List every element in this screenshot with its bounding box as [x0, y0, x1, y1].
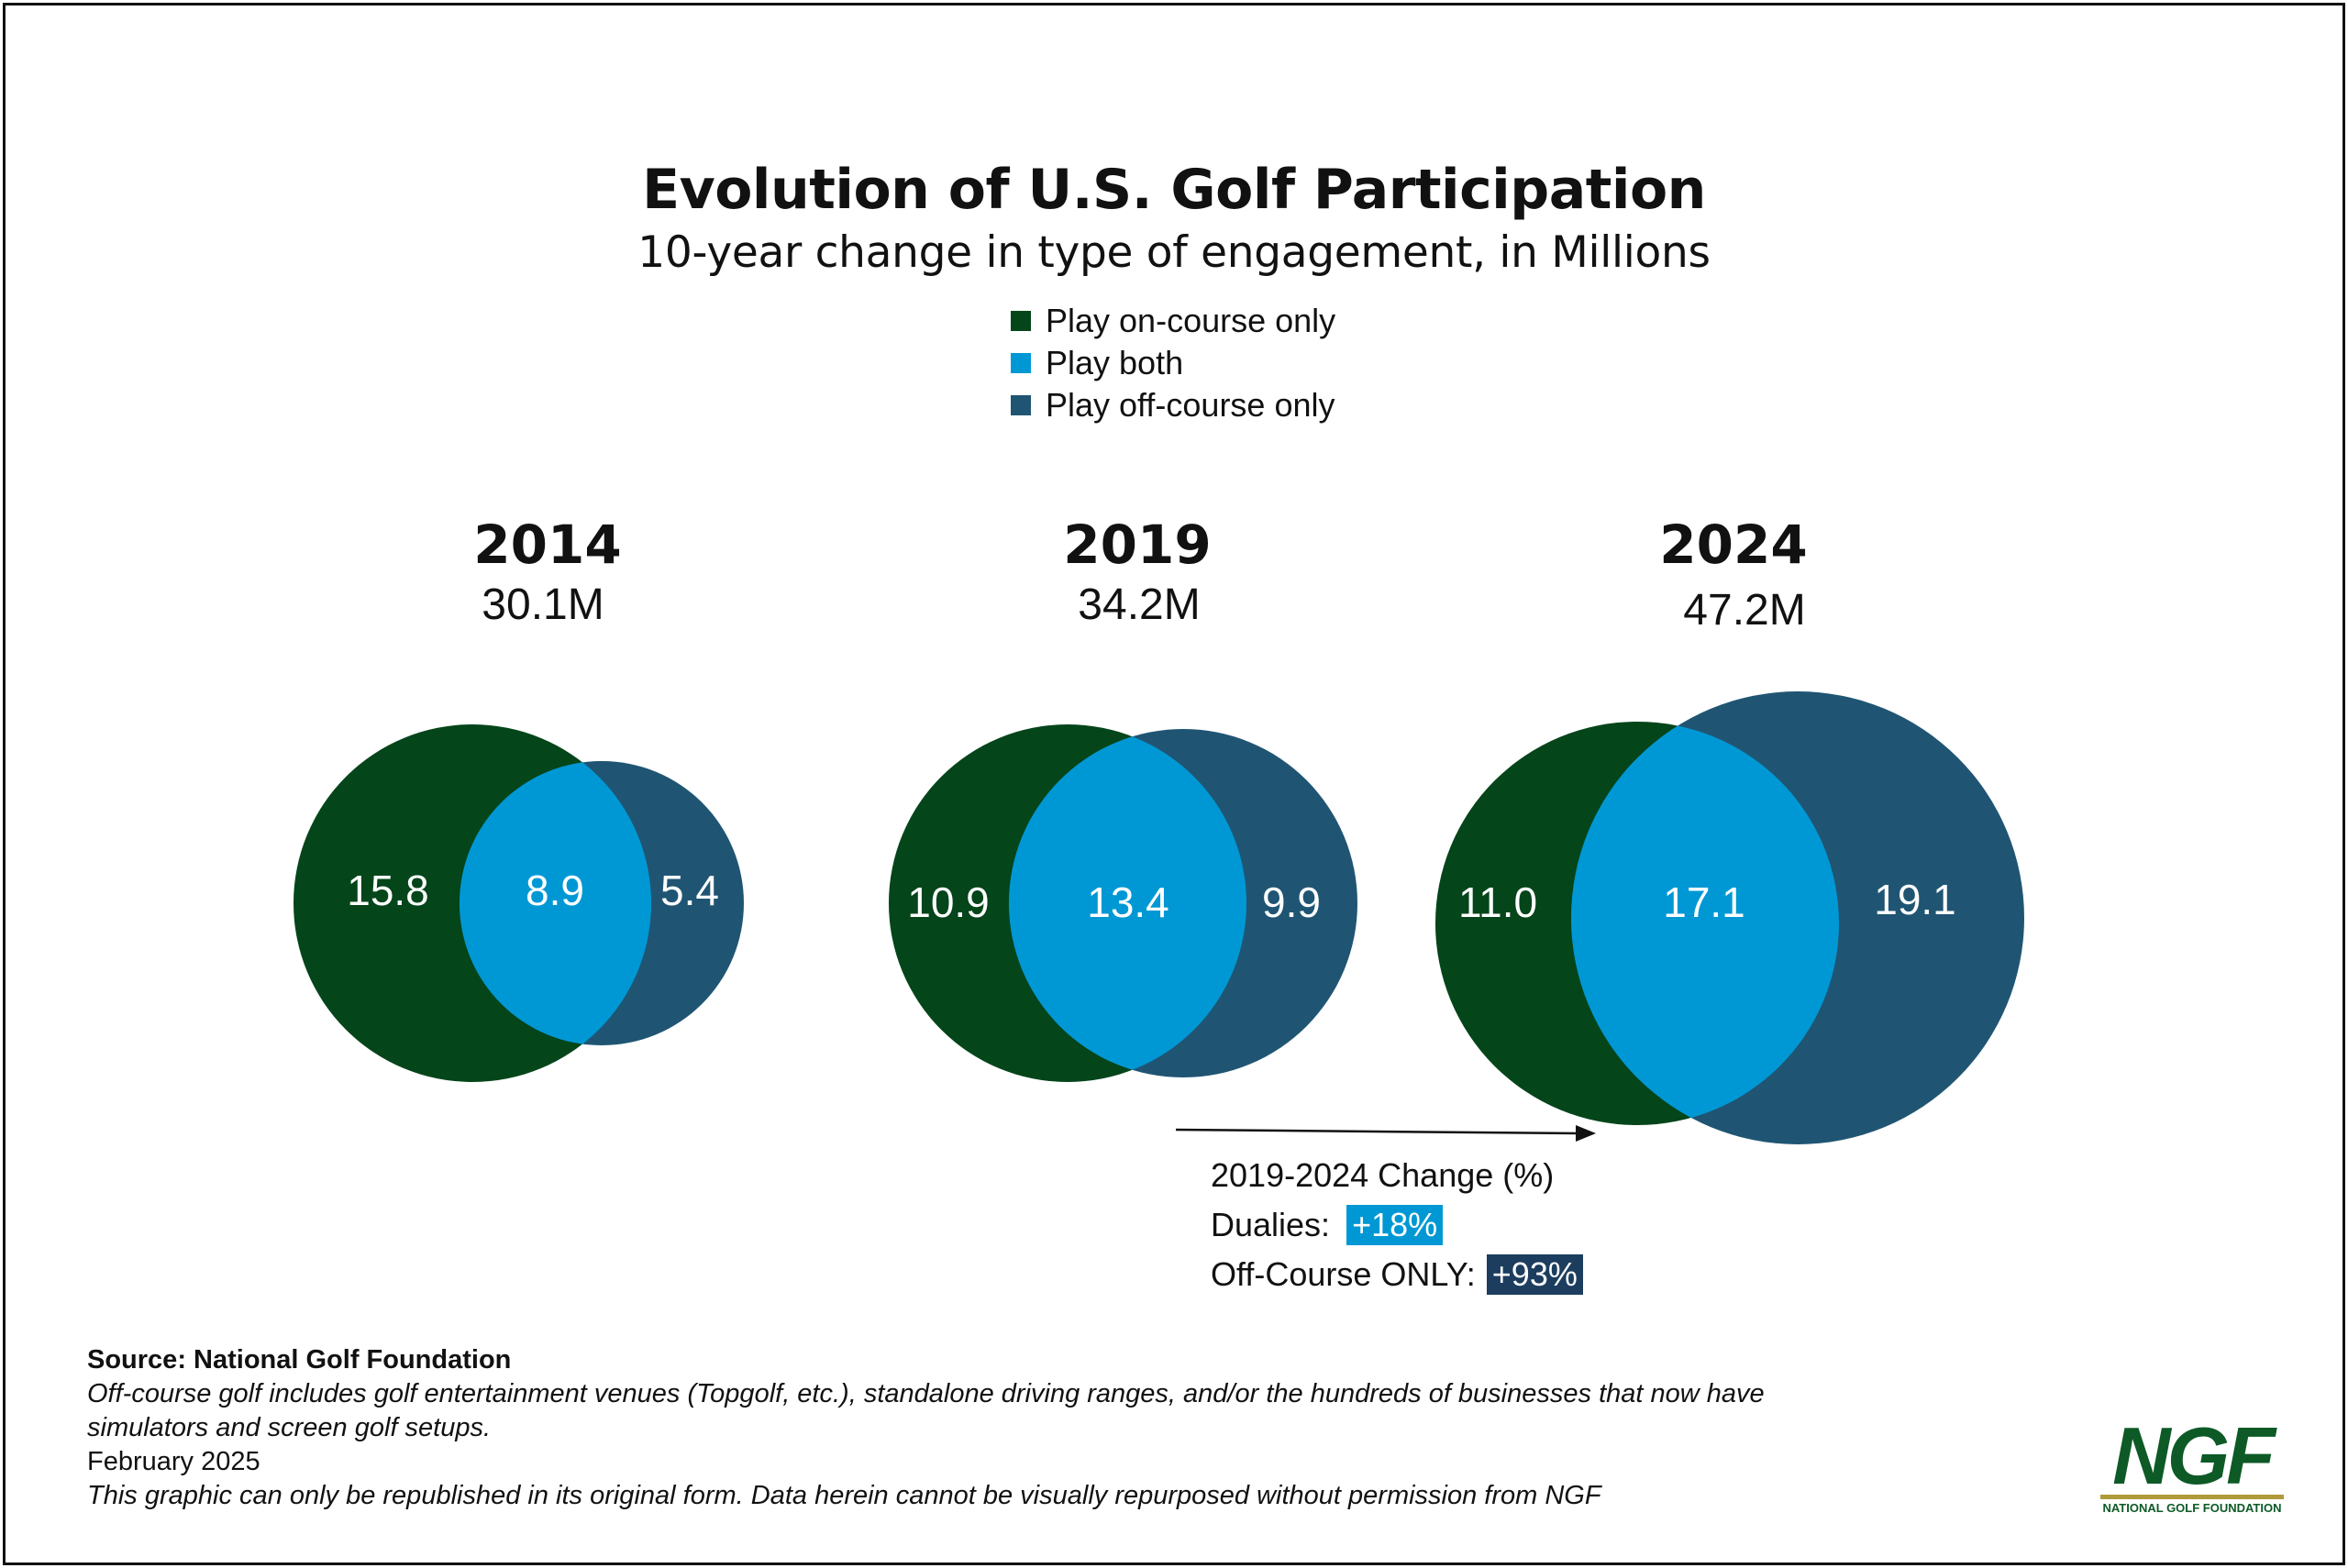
source-line: Source: National Golf Foundation [87, 1345, 512, 1375]
change-summary: 2019-2024 Change (%) Dualies: +18% Off-C… [1211, 1151, 1583, 1299]
year-label-2019: 2019 [1063, 513, 1212, 576]
venn-chart: 15.8 8.9 5.4 10.9 13.4 9.9 11.0 17.1 19.… [294, 691, 2024, 1144]
legend-label-on-course: Play on-course only [1046, 302, 1336, 339]
value-label-off-course-2014: 5.4 [660, 867, 719, 914]
date-line: February 2025 [87, 1447, 260, 1476]
chart-title: Evolution of U.S. Golf Participation [642, 158, 1706, 222]
change-heading: 2019-2024 Change (%) [1211, 1156, 1555, 1194]
chart-subtitle: 10-year change in type of engagement, in… [637, 227, 1711, 278]
value-label-both-2024: 17.1 [1663, 878, 1745, 926]
value-label-on-course-2019: 10.9 [907, 878, 990, 926]
total-label-2014: 30.1M [482, 580, 604, 629]
overlap-both-2024 [1571, 722, 1839, 1125]
change-badge-dualies: +18% [1346, 1205, 1444, 1245]
change-arrow [1175, 1125, 1596, 1142]
year-label-2014: 2014 [473, 513, 622, 576]
change-label-dualies: Dualies: [1211, 1206, 1331, 1243]
value-label-both-2014: 8.9 [526, 867, 584, 914]
venn-2024: 11.0 17.1 19.1 [1435, 691, 2024, 1144]
value-label-off-course-2024: 19.1 [1874, 876, 1956, 923]
legend-item-off-course: Play off-course only [1011, 384, 1335, 426]
venn-2019: 10.9 13.4 9.9 [889, 724, 1357, 1082]
legend-swatch-on-course [1011, 311, 1031, 331]
legend-swatch-both [1011, 353, 1031, 373]
year-label-2024: 2024 [1659, 513, 1808, 576]
logo-mark: NGF [2112, 1410, 2276, 1501]
value-label-both-2019: 13.4 [1087, 878, 1169, 926]
overlap-both-2019 [1009, 729, 1246, 1077]
footnotes: Source: National Golf Foundation Off-cou… [87, 1343, 1765, 1513]
change-label-off-course: Off-Course ONLY: [1211, 1255, 1476, 1293]
value-label-on-course-2014: 15.8 [347, 867, 429, 914]
legend-item-on-course: Play on-course only [1011, 300, 1335, 342]
venn-2014: 15.8 8.9 5.4 [294, 724, 744, 1082]
change-row-off-course: Off-Course ONLY: +93% [1211, 1250, 1583, 1299]
total-label-2024: 47.2M [1683, 586, 1806, 635]
chart-frame [3, 3, 2345, 1565]
total-label-2019: 34.2M [1078, 580, 1201, 629]
legend-swatch-off-course [1011, 395, 1031, 415]
legend-item-both: Play both [1011, 342, 1183, 384]
overlap-both-2014 [460, 761, 651, 1045]
legend-label-both: Play both [1046, 344, 1184, 381]
logo-rule [2100, 1495, 2284, 1499]
disclaimer-line: This graphic can only be republished in … [87, 1481, 1601, 1510]
note-line-2: simulators and screen golf setups. [87, 1413, 492, 1442]
change-badge-off-course: +93% [1486, 1254, 1583, 1295]
change-row-dualies: Dualies: +18% [1211, 1200, 1583, 1250]
logo-subtitle: NATIONAL GOLF FOUNDATION [2102, 1501, 2282, 1515]
note-line-1: Off-course golf includes golf entertainm… [87, 1379, 1765, 1408]
value-label-on-course-2024: 11.0 [1458, 878, 1537, 926]
value-label-off-course-2019: 9.9 [1262, 878, 1321, 926]
ngf-logo: NGF NATIONAL GOLF FOUNDATION [2091, 1410, 2293, 1515]
legend-label-off-course: Play off-course only [1046, 386, 1335, 424]
